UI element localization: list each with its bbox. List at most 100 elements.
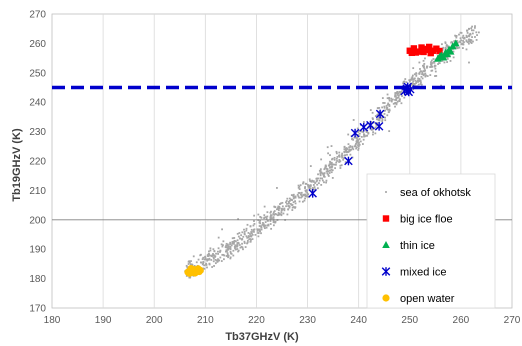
sea-of-okhotsk-point <box>246 242 248 245</box>
sea-of-okhotsk-point <box>413 77 416 80</box>
sea-of-okhotsk-point <box>266 224 269 227</box>
sea-of-okhotsk-point <box>475 39 478 41</box>
sea-of-okhotsk-point <box>263 214 266 217</box>
sea-of-okhotsk-point <box>359 140 362 143</box>
sea-of-okhotsk-point <box>396 94 399 96</box>
sea-of-okhotsk-point <box>300 196 302 199</box>
sea-of-okhotsk-point <box>242 248 244 251</box>
sea-of-okhotsk-point <box>433 65 436 68</box>
big-ice-floe-point <box>436 47 443 55</box>
sea-of-okhotsk-point <box>302 182 304 185</box>
sea-of-okhotsk-point <box>271 217 273 220</box>
sea-of-okhotsk-point <box>418 72 420 75</box>
sea-of-okhotsk-point <box>351 137 354 140</box>
sea-of-okhotsk-point <box>423 67 426 70</box>
sea-of-okhotsk-point <box>316 177 318 180</box>
sea-of-okhotsk-point <box>455 46 457 49</box>
sea-of-okhotsk-point <box>264 221 267 224</box>
sea-of-okhotsk-point <box>461 47 464 50</box>
sea-of-okhotsk-point <box>323 172 326 175</box>
legend-marker-mixed-ice <box>381 267 391 276</box>
sea-of-okhotsk-point <box>274 221 277 224</box>
big-ice-floe-point <box>423 45 431 53</box>
sea-of-okhotsk-point <box>398 91 401 93</box>
sea-of-okhotsk-point <box>418 79 421 82</box>
sea-of-okhotsk-point <box>212 260 215 263</box>
sea-of-okhotsk-point <box>229 248 232 251</box>
sea-of-okhotsk-point <box>320 171 323 174</box>
sea-of-okhotsk-point <box>202 261 205 263</box>
sea-of-okhotsk-point <box>304 197 306 200</box>
sea-of-okhotsk-point <box>412 67 415 70</box>
sea-of-okhotsk-point <box>446 56 449 59</box>
sea-of-okhotsk-point <box>304 186 307 188</box>
sea-of-okhotsk-point <box>381 97 384 99</box>
sea-of-okhotsk-point <box>260 232 262 235</box>
sea-of-okhotsk-point <box>192 255 195 258</box>
big-ice-floe-point <box>427 49 434 57</box>
sea-of-okhotsk-point <box>246 236 249 239</box>
legend-box <box>366 173 496 309</box>
x-axis-title: Tb37GHzV (K) <box>225 331 299 343</box>
sea-of-okhotsk-point <box>471 36 473 38</box>
sea-of-okhotsk-point <box>387 108 390 111</box>
sea-of-okhotsk-point <box>279 213 282 216</box>
sea-of-okhotsk-point <box>345 148 347 151</box>
sea-of-okhotsk-point <box>446 45 449 47</box>
sea-of-okhotsk-point <box>303 199 306 202</box>
sea-of-okhotsk-point <box>438 62 440 64</box>
sea-of-okhotsk-point <box>349 149 352 152</box>
sea-of-okhotsk-point <box>366 131 368 133</box>
sea-of-okhotsk-point <box>195 261 198 264</box>
sea-of-okhotsk-point <box>304 193 307 196</box>
sea-of-okhotsk-point <box>475 31 478 34</box>
sea-of-okhotsk-point <box>465 35 468 38</box>
sea-of-okhotsk-point <box>312 184 315 186</box>
sea-of-okhotsk-point <box>309 165 312 167</box>
sea-of-okhotsk-point <box>288 200 291 202</box>
sea-of-okhotsk-point <box>363 134 366 137</box>
sea-of-okhotsk-point <box>383 102 386 104</box>
sea-of-okhotsk-point <box>458 33 460 36</box>
sea-of-okhotsk-point <box>190 263 193 266</box>
sea-of-okhotsk-point <box>237 235 240 238</box>
sea-of-okhotsk-point <box>208 263 211 266</box>
sea-of-okhotsk-point <box>266 211 269 214</box>
sea-of-okhotsk-point <box>258 225 261 227</box>
sea-of-okhotsk-point <box>402 82 405 85</box>
sea-of-okhotsk-point <box>375 124 378 126</box>
sea-of-okhotsk-point <box>325 181 328 184</box>
sea-of-okhotsk-point <box>444 42 447 45</box>
sea-of-okhotsk-point <box>278 205 281 208</box>
sea-of-okhotsk-point <box>239 246 242 249</box>
sea-of-okhotsk-point <box>197 258 200 261</box>
sea-of-okhotsk-point <box>397 92 400 95</box>
sea-of-okhotsk-point <box>411 83 413 86</box>
legend: sea of okhotsk big ice floe thin ice mixed … <box>366 173 496 309</box>
sea-of-okhotsk-point <box>253 214 256 217</box>
sea-of-okhotsk-point <box>471 32 474 35</box>
sea-of-okhotsk-point <box>327 173 330 176</box>
x-tick-label: 220 <box>248 315 265 326</box>
sea-of-okhotsk-point <box>396 96 399 99</box>
sea-of-okhotsk-point <box>320 184 323 186</box>
sea-of-okhotsk-point <box>281 205 284 208</box>
sea-of-okhotsk-point <box>276 187 278 189</box>
sea-of-okhotsk-point <box>204 257 207 259</box>
sea-of-okhotsk-point <box>329 154 331 157</box>
sea-of-okhotsk-point <box>188 276 191 279</box>
sea-of-okhotsk-point <box>325 179 328 182</box>
sea-of-okhotsk-point <box>383 113 386 115</box>
mixed-ice-point <box>375 109 385 119</box>
sea-of-okhotsk-point <box>316 179 318 182</box>
sea-of-okhotsk-point <box>269 216 272 219</box>
sea-of-okhotsk-point <box>344 161 347 163</box>
sea-of-okhotsk-point <box>398 99 401 102</box>
sea-of-okhotsk-point <box>270 210 272 213</box>
sea-of-okhotsk-point <box>329 169 331 172</box>
sea-of-okhotsk-point <box>372 131 375 134</box>
sea-of-okhotsk-point <box>283 207 286 210</box>
sea-of-okhotsk-point <box>338 158 341 161</box>
sea-of-okhotsk-point <box>341 156 343 159</box>
sea-of-okhotsk-point <box>330 145 333 147</box>
